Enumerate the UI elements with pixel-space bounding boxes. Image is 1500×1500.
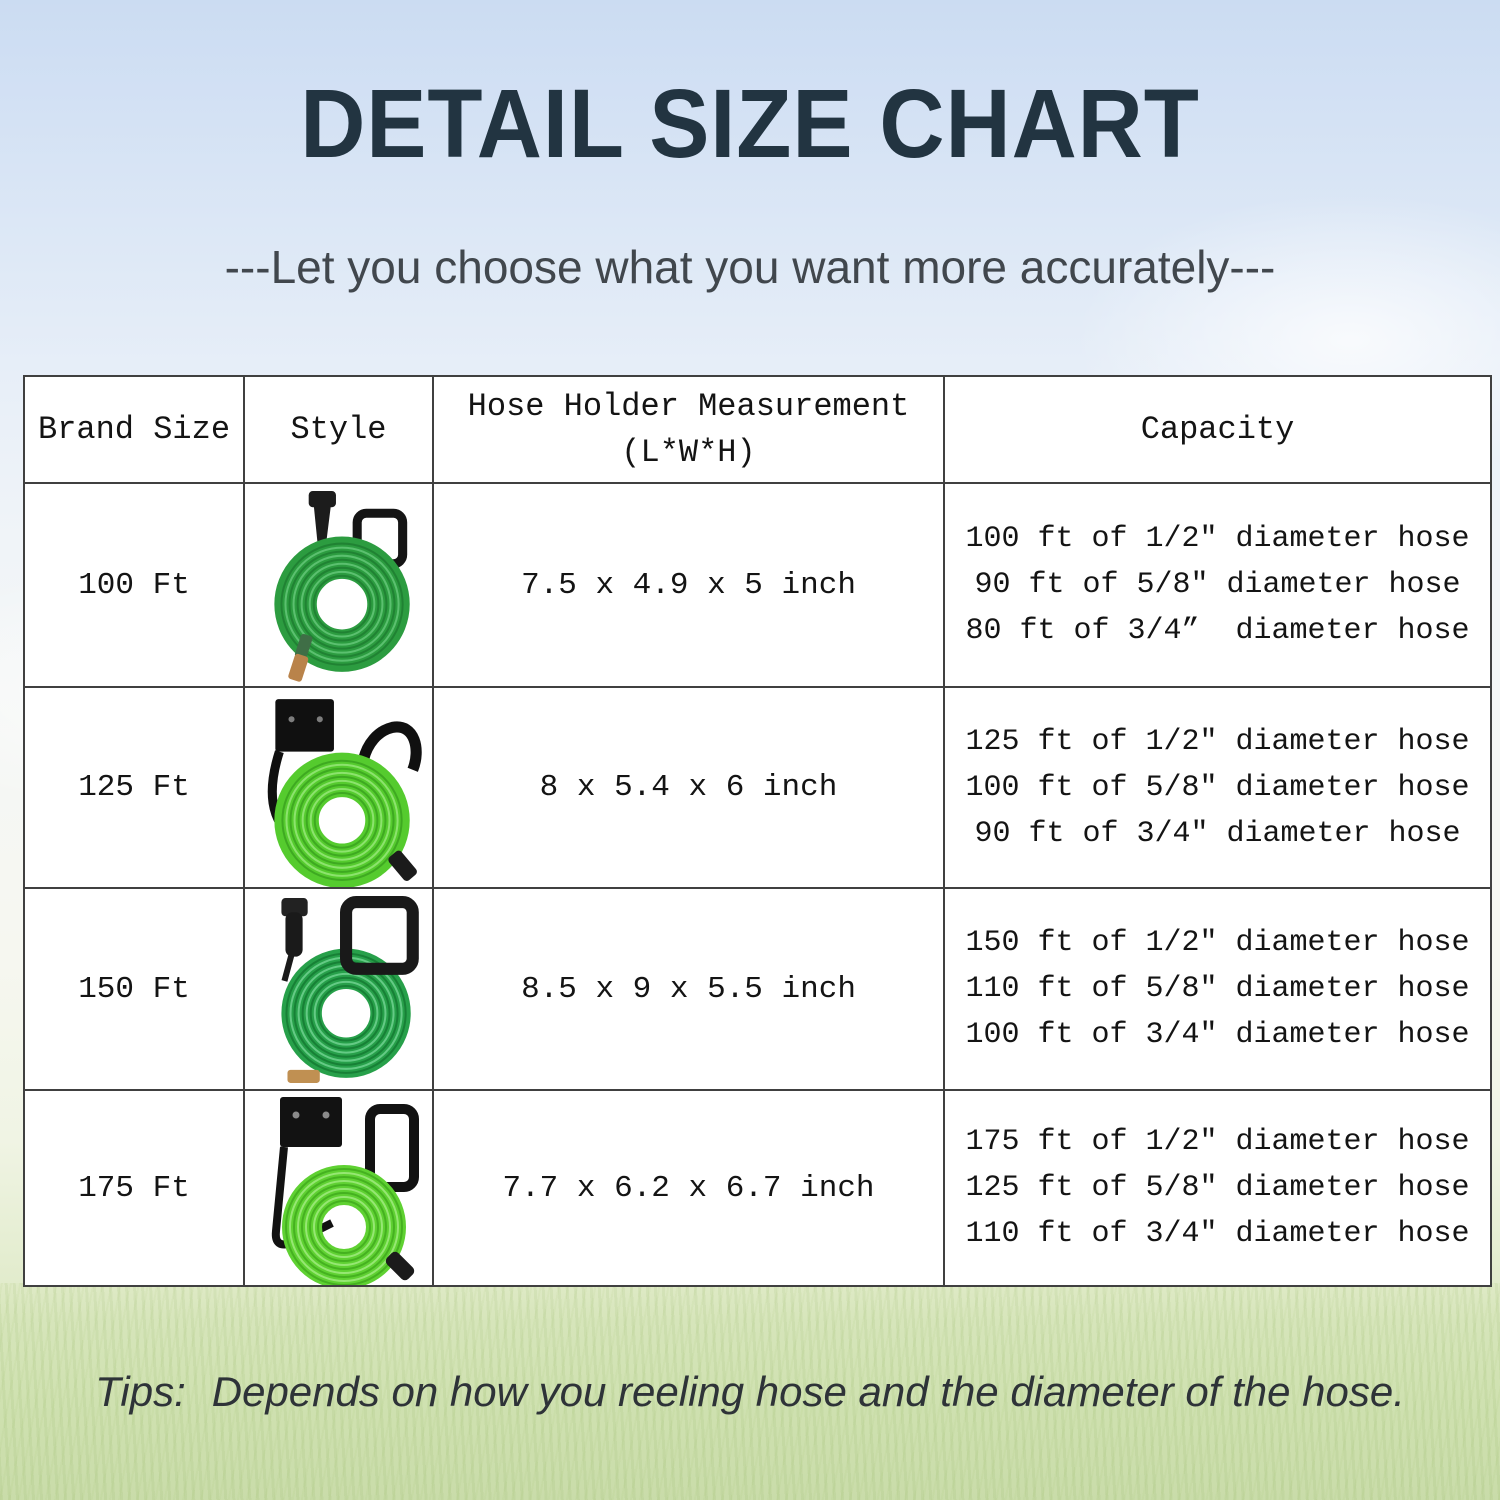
brand-size-125ft: 125 Ft [23, 686, 245, 889]
header-measurement-line1: Hose Holder Measurement [467, 387, 910, 425]
capacity-line: 125 ft of 5/8″ diameter hose [965, 1171, 1470, 1205]
header-measurement: Hose Holder Measurement (L*W*H) [432, 375, 945, 484]
page-title: DETAIL SIZE CHART [300, 69, 1200, 178]
brand-size-100ft: 100 Ft [23, 482, 245, 688]
style-cell-175ft [243, 1089, 434, 1287]
hose-holder-image-150ft [280, 896, 419, 1083]
table-row: 125 Ft [23, 686, 1492, 889]
header-style: Style [243, 375, 434, 484]
capacity-100ft: 100 ft of 1/2″ diameter hose 90 ft of 5/… [943, 482, 1492, 688]
capacity-line: 90 ft of 3/4″ diameter hose [974, 816, 1461, 851]
measurement-125ft: 8 x 5.4 x 6 inch [432, 686, 945, 889]
hose-holder-image-125ft [267, 698, 422, 887]
capacity-line: 150 ft of 1/2″ diameter hose [965, 926, 1470, 960]
tips-note: Tips: Depends on how you reeling hose and… [0, 1368, 1500, 1416]
capacity-line: 80 ft of 3/4” diameter hose [965, 614, 1470, 648]
table-row: 100 Ft [23, 482, 1492, 688]
brand-size-150ft: 150 Ft [23, 887, 245, 1091]
capacity-150ft: 150 ft of 1/2″ diameter hose 110 ft of 5… [943, 887, 1492, 1091]
measurement-100ft: 7.5 x 4.9 x 5 inch [432, 482, 945, 688]
measurement-175ft: 7.7 x 6.2 x 6.7 inch [432, 1089, 945, 1287]
tips-label: Tips: [95, 1368, 186, 1415]
table-header-row: Brand Size Style Hose Holder Measurement… [23, 375, 1492, 484]
capacity-line: 100 ft of 5/8″ diameter hose [965, 770, 1470, 805]
capacity-line: 100 ft of 3/4″ diameter hose [965, 1018, 1470, 1052]
header-capacity: Capacity [943, 375, 1492, 484]
capacity-line: 125 ft of 1/2″ diameter hose [965, 724, 1470, 759]
capacity-line: 110 ft of 3/4″ diameter hose [965, 1217, 1470, 1251]
style-cell-125ft [243, 686, 434, 889]
header-measurement-line2: (L*W*H) [621, 433, 756, 471]
size-chart-table: Brand Size Style Hose Holder Measurement… [23, 375, 1492, 1287]
measurement-150ft: 8.5 x 9 x 5.5 inch [432, 887, 945, 1091]
hose-holder-image-100ft [273, 491, 410, 682]
capacity-175ft: 175 ft of 1/2″ diameter hose 125 ft of 5… [943, 1089, 1492, 1287]
capacity-125ft: 125 ft of 1/2″ diameter hose 100 ft of 5… [943, 686, 1492, 889]
table-row: 150 Ft [23, 887, 1492, 1091]
grass-background [0, 1283, 1500, 1500]
hose-holder-image-175ft [271, 1097, 419, 1285]
capacity-line: 100 ft of 1/2″ diameter hose [965, 522, 1470, 556]
style-cell-100ft [243, 482, 434, 688]
header-brand-size: Brand Size [23, 375, 245, 484]
capacity-line: 110 ft of 5/8″ diameter hose [965, 972, 1470, 1006]
capacity-line: 175 ft of 1/2″ diameter hose [965, 1125, 1470, 1159]
brand-size-175ft: 175 Ft [23, 1089, 245, 1287]
style-cell-150ft [243, 887, 434, 1091]
page-subtitle: ---Let you choose what you want more acc… [224, 241, 1276, 293]
tips-text: Depends on how you reeling hose and the … [211, 1368, 1405, 1415]
capacity-line: 90 ft of 5/8″ diameter hose [974, 568, 1461, 602]
table-row: 175 Ft [23, 1089, 1492, 1287]
